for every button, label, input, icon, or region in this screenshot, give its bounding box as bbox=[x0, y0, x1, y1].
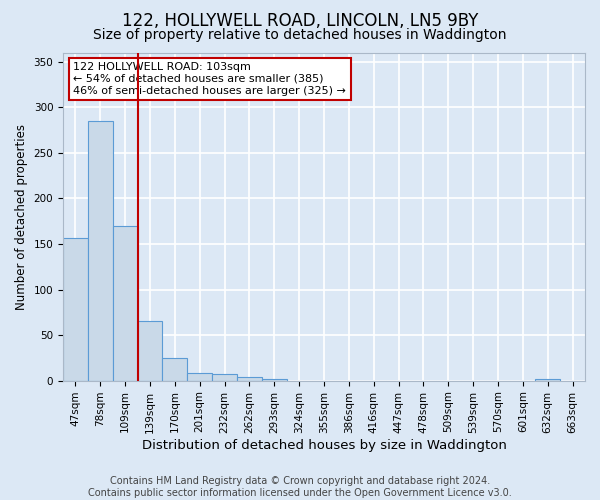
Y-axis label: Number of detached properties: Number of detached properties bbox=[15, 124, 28, 310]
Bar bbox=[212, 374, 237, 380]
Text: 122 HOLLYWELL ROAD: 103sqm
← 54% of detached houses are smaller (385)
46% of sem: 122 HOLLYWELL ROAD: 103sqm ← 54% of deta… bbox=[73, 62, 346, 96]
Bar bbox=[137, 322, 163, 380]
Bar bbox=[113, 226, 137, 380]
Bar bbox=[535, 379, 560, 380]
Bar bbox=[88, 121, 113, 380]
Bar bbox=[262, 379, 287, 380]
Text: 122, HOLLYWELL ROAD, LINCOLN, LN5 9BY: 122, HOLLYWELL ROAD, LINCOLN, LN5 9BY bbox=[122, 12, 478, 30]
Bar bbox=[237, 377, 262, 380]
Bar bbox=[163, 358, 187, 380]
Bar bbox=[63, 238, 88, 380]
Text: Size of property relative to detached houses in Waddington: Size of property relative to detached ho… bbox=[93, 28, 507, 42]
Bar bbox=[187, 372, 212, 380]
X-axis label: Distribution of detached houses by size in Waddington: Distribution of detached houses by size … bbox=[142, 440, 506, 452]
Text: Contains HM Land Registry data © Crown copyright and database right 2024.
Contai: Contains HM Land Registry data © Crown c… bbox=[88, 476, 512, 498]
